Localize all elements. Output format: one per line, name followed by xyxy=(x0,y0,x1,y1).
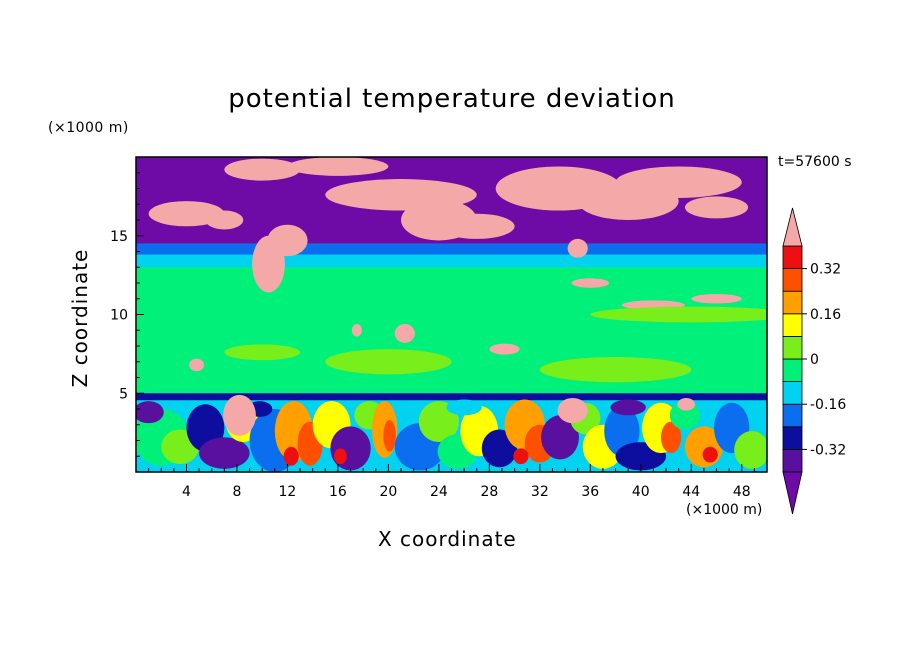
y-axis-ticks: 5 10 15 xyxy=(110,172,144,457)
colorbar-segment xyxy=(782,313,803,337)
field-inversion-band xyxy=(136,393,767,401)
field-cell xyxy=(334,448,347,465)
field-warm-patch xyxy=(287,157,389,176)
x-tick-label: 4 xyxy=(182,484,191,500)
y-tick-label: 10 xyxy=(110,308,128,324)
x-tick-label: 32 xyxy=(531,484,549,500)
field-cell xyxy=(283,446,299,466)
field-warm-patch xyxy=(224,158,301,181)
field-warm-patch xyxy=(615,166,742,198)
field-warm-patch xyxy=(677,397,696,411)
field-cell xyxy=(541,415,579,460)
y-axis-unit: (×1000 m) xyxy=(48,120,129,136)
x-tick-label: 40 xyxy=(632,484,650,500)
field-layer-band xyxy=(136,243,767,255)
field-cell xyxy=(136,401,164,424)
field-warm-patch xyxy=(205,210,244,230)
x-axis-ticks: 4 8 12 16 20 24 28 32 36 40 44 48 xyxy=(148,464,755,500)
field-cell xyxy=(590,306,767,323)
field-cell xyxy=(199,437,250,469)
field-warm-patch xyxy=(567,238,588,258)
colorbar-segment xyxy=(782,335,803,360)
colorbar-segment xyxy=(782,381,803,405)
x-tick-label: 8 xyxy=(232,484,241,500)
field-warm-patch xyxy=(394,323,415,343)
field-warm-patch xyxy=(557,397,588,424)
field-layer-band xyxy=(136,254,767,268)
x-tick-label: 44 xyxy=(682,484,700,500)
x-tick-label: 12 xyxy=(279,484,297,500)
field-warm-patch xyxy=(571,278,610,288)
field-cell xyxy=(330,426,371,471)
field-cell xyxy=(539,357,692,383)
colorbar-tick-label: 0 xyxy=(810,352,819,368)
colorbar-tick-label: -0.16 xyxy=(810,397,846,413)
field-cell xyxy=(513,448,529,465)
colorbar-over-arrow xyxy=(782,207,803,247)
field-cell xyxy=(610,399,646,416)
x-axis-label: X coordinate xyxy=(378,527,517,551)
field-warm-patch xyxy=(223,394,256,436)
field-cell xyxy=(702,446,718,463)
y-tick-label: 5 xyxy=(119,386,128,402)
colorbar-segment xyxy=(782,403,803,428)
x-tick-label: 20 xyxy=(379,484,397,500)
colorbar-tick-label: 0.32 xyxy=(810,262,841,278)
x-tick-label: 48 xyxy=(733,484,751,500)
field-warm-patch xyxy=(438,213,515,239)
field-warm-patch xyxy=(691,294,742,304)
field-cell xyxy=(325,349,452,375)
colorbar-segment xyxy=(782,358,803,383)
field-warm-patch xyxy=(267,224,308,257)
colorbar: 0.32 0.16 0 -0.16 -0.32 xyxy=(782,207,846,515)
x-tick-label: 36 xyxy=(581,484,599,500)
colorbar-tick-label: 0.16 xyxy=(810,307,841,323)
colorbar-segment xyxy=(782,245,803,270)
field-cell xyxy=(383,420,396,452)
colorbar-under-arrow xyxy=(782,471,803,515)
colorbar-segment xyxy=(782,426,803,450)
field-cell xyxy=(446,399,482,416)
field-cell xyxy=(734,431,767,469)
time-label: t=57600 s xyxy=(778,154,852,170)
colorbar-segment xyxy=(782,290,803,315)
x-axis-unit: (×1000 m) xyxy=(686,502,763,518)
x-tick-label: 28 xyxy=(480,484,498,500)
colorbar-segment xyxy=(782,268,803,292)
field-cell xyxy=(660,421,682,454)
x-tick-label: 16 xyxy=(329,484,347,500)
y-tick-label: 15 xyxy=(110,229,128,245)
field-warm-patch xyxy=(189,358,205,372)
plot-area xyxy=(136,157,767,472)
chart-title: potential temperature deviation xyxy=(228,84,676,114)
colorbar-tick-label: -0.32 xyxy=(810,442,846,458)
field-warm-patch xyxy=(351,323,362,337)
field-warm-patch xyxy=(684,196,749,219)
field-warm-patch xyxy=(489,343,520,355)
x-tick-label: 24 xyxy=(430,484,448,500)
colorbar-segment xyxy=(782,448,803,473)
field-cell xyxy=(224,344,301,361)
